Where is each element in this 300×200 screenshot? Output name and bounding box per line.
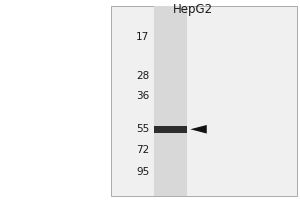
Text: 36: 36 <box>136 91 149 101</box>
Text: 28: 28 <box>136 71 149 81</box>
Text: 72: 72 <box>136 145 149 155</box>
Text: 17: 17 <box>136 32 149 42</box>
FancyBboxPatch shape <box>154 6 187 196</box>
Text: HepG2: HepG2 <box>173 3 213 16</box>
Polygon shape <box>190 125 207 134</box>
Text: 95: 95 <box>136 167 149 177</box>
FancyBboxPatch shape <box>111 6 297 196</box>
FancyBboxPatch shape <box>154 126 187 133</box>
Text: 55: 55 <box>136 124 149 134</box>
